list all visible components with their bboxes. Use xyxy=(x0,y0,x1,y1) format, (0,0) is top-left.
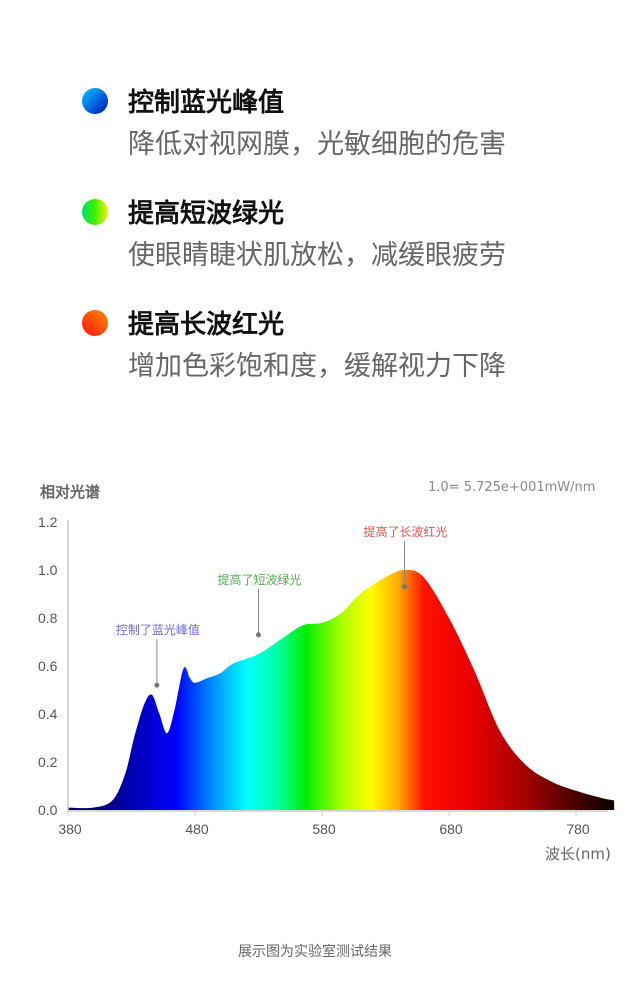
feature-title: 提高长波红光 xyxy=(128,310,285,340)
y-tick-label: 0.6 xyxy=(38,658,58,674)
y-tick-label: 1.2 xyxy=(38,514,58,530)
annotation-dot xyxy=(402,584,408,590)
y-tick-label: 0.8 xyxy=(38,610,58,626)
feature-subtitle: 降低对视网膜，光敏细胞的危害 xyxy=(128,129,506,160)
annotation-dot xyxy=(256,632,261,638)
x-tick-label: 580 xyxy=(312,821,336,837)
x-axis-label: 波长(nm) xyxy=(545,845,611,863)
x-tick-label: 380 xyxy=(58,821,82,837)
annotation-label: 控制了蓝光峰值 xyxy=(116,622,200,637)
y-tick-label: 1.0 xyxy=(38,562,58,578)
spectrum-area xyxy=(68,569,615,810)
x-tick-label: 780 xyxy=(566,821,590,837)
blue-dot-icon xyxy=(82,88,108,114)
annotation-label: 提高了长波红光 xyxy=(364,524,448,539)
x-tick-label: 680 xyxy=(439,821,463,837)
footer-note: 展示图为实验室测试结果 xyxy=(238,944,392,960)
annotation-label: 提高了短波绿光 xyxy=(217,572,301,587)
spectrum-chart: 0.0 0.2 0.4 0.6 0.8 1.0 1.2 380 480 580 680 780 控制了蓝… xyxy=(38,514,615,837)
green-dot-icon xyxy=(82,199,108,225)
y-tick-label: 0.2 xyxy=(38,754,58,770)
y-axis-label: 相对光谱 xyxy=(40,483,101,501)
feature-title: 提高短波绿光 xyxy=(128,199,285,229)
feature-subtitle: 增加色彩饱和度，缓解视力下降 xyxy=(128,351,506,382)
y-tick-label: 0.0 xyxy=(38,802,58,818)
y-tick-label: 0.4 xyxy=(38,706,58,722)
annotation-dot xyxy=(154,682,160,688)
feature-subtitle: 使眼睛睫状肌放松，减缓眼疲劳 xyxy=(128,240,506,271)
unit-note: 1.0= 5.725e+001mW/nm xyxy=(428,480,596,495)
red-dot-icon xyxy=(82,310,108,336)
feature-title: 控制蓝光峰值 xyxy=(128,88,285,118)
x-tick-label: 480 xyxy=(185,821,209,837)
